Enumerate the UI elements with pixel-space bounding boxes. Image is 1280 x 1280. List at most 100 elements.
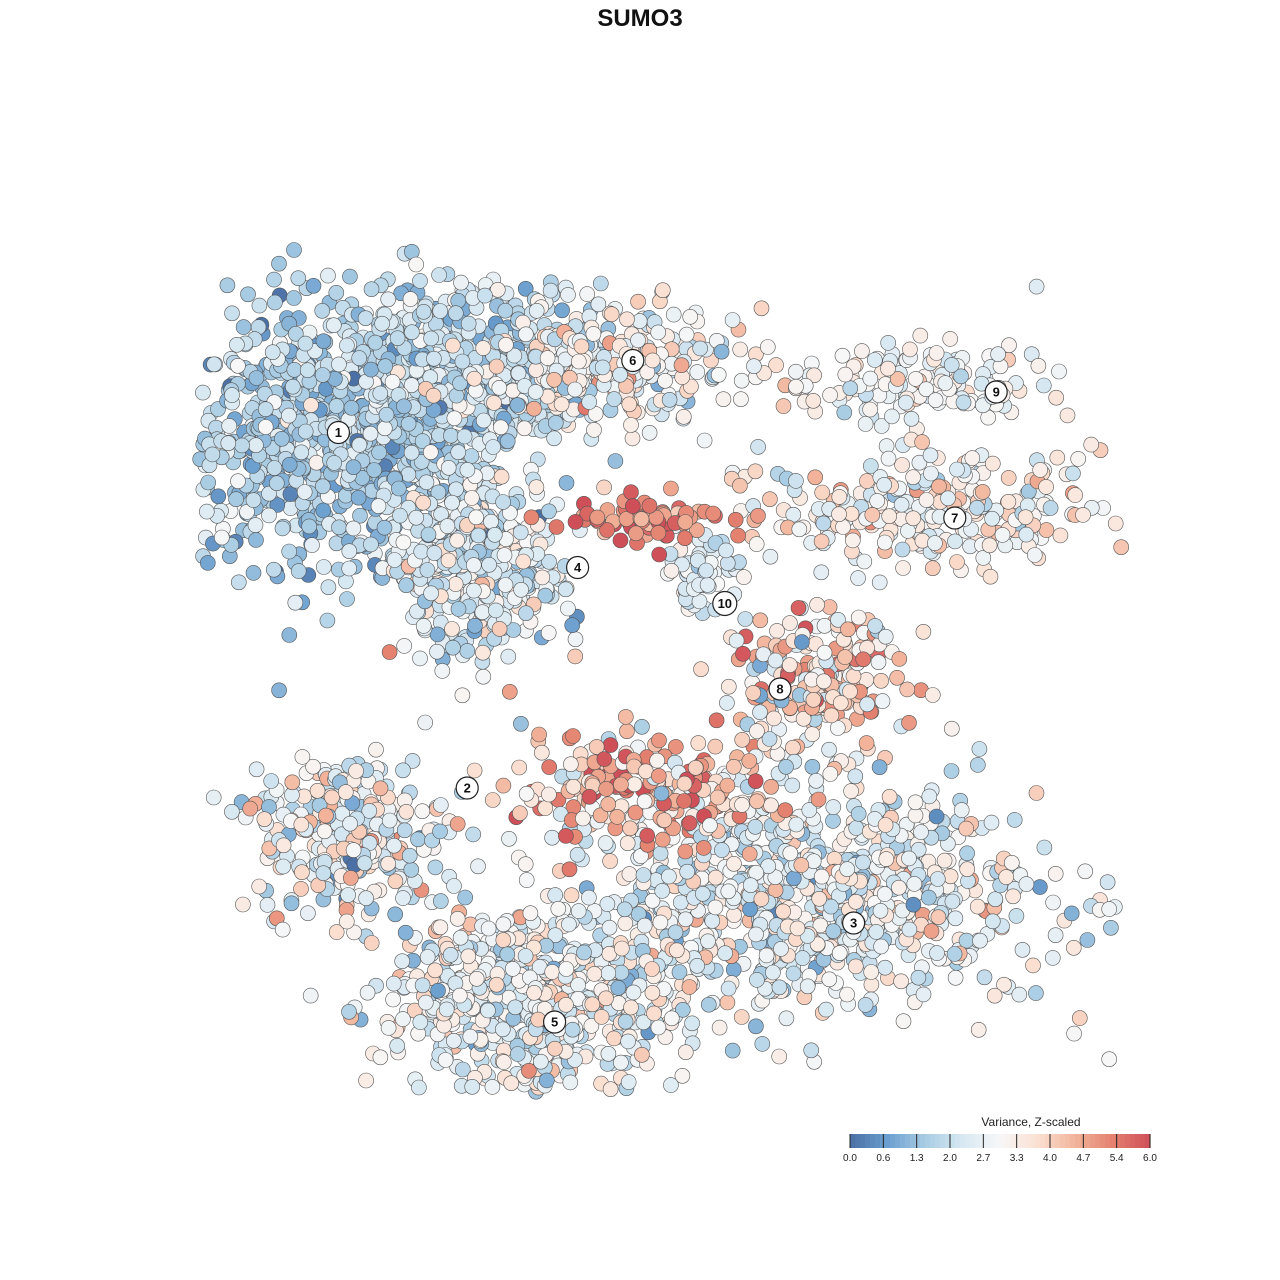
data-point	[880, 360, 896, 377]
data-point	[928, 345, 945, 361]
data-point	[613, 776, 629, 793]
data-point	[596, 479, 612, 496]
data-point	[711, 1019, 728, 1036]
data-point	[639, 827, 656, 844]
data-point	[565, 778, 582, 795]
data-point	[496, 547, 513, 563]
data-point	[923, 465, 939, 482]
data-point	[456, 428, 473, 445]
legend-color-step	[985, 1134, 991, 1148]
data-point	[570, 353, 587, 370]
data-point	[363, 536, 379, 553]
data-point	[741, 846, 758, 862]
data-point	[762, 491, 778, 508]
data-point	[512, 524, 529, 541]
data-point	[720, 980, 737, 997]
data-point	[625, 984, 642, 1001]
data-point	[677, 911, 694, 928]
data-point	[907, 794, 924, 811]
data-point	[613, 1054, 629, 1071]
data-point	[737, 611, 754, 627]
data-point	[338, 913, 355, 930]
legend-color-step	[875, 1134, 881, 1148]
data-point	[403, 444, 420, 461]
data-point	[314, 478, 331, 495]
data-point	[281, 543, 298, 560]
data-point	[905, 469, 921, 486]
data-point	[749, 723, 765, 739]
data-point	[788, 363, 804, 380]
data-point	[561, 861, 578, 878]
cluster-label-10: 10	[712, 590, 738, 617]
data-point	[251, 297, 268, 314]
data-point	[790, 600, 807, 616]
legend-color-step	[1135, 1134, 1141, 1148]
data-point	[986, 987, 1003, 1004]
data-point	[906, 876, 923, 892]
data-point	[567, 648, 584, 665]
data-point	[656, 812, 673, 829]
data-point	[969, 499, 985, 516]
data-point	[376, 519, 393, 536]
data-point	[704, 913, 721, 929]
data-point	[855, 651, 872, 668]
data-point	[813, 868, 830, 885]
data-point	[326, 455, 343, 471]
data-point	[359, 984, 376, 1001]
data-point	[707, 869, 724, 886]
data-point	[459, 643, 476, 659]
data-point	[328, 284, 345, 301]
data-point	[501, 683, 518, 700]
data-point	[1036, 377, 1052, 394]
data-point	[816, 617, 833, 634]
data-point	[891, 879, 907, 896]
data-point	[982, 568, 999, 585]
data-point	[763, 797, 779, 814]
data-point	[345, 520, 362, 537]
data-point	[842, 380, 859, 397]
legend-tick-label: 0.6	[876, 1153, 890, 1164]
data-point	[728, 632, 745, 649]
data-point	[412, 650, 428, 667]
data-point	[974, 484, 991, 500]
data-point	[430, 982, 446, 999]
data-point	[558, 828, 574, 844]
data-point	[987, 891, 1004, 908]
data-point	[418, 474, 435, 491]
data-point	[856, 553, 873, 570]
data-point	[725, 758, 742, 775]
data-point	[969, 898, 986, 915]
data-point	[547, 1040, 563, 1057]
data-point	[450, 601, 467, 617]
data-point	[497, 302, 514, 319]
data-point	[612, 366, 628, 383]
data-point	[663, 562, 680, 579]
data-point	[661, 868, 677, 885]
legend-color-step	[980, 1134, 986, 1148]
legend-color-step	[1060, 1134, 1066, 1148]
data-point	[1030, 357, 1047, 374]
data-point	[836, 404, 853, 421]
data-point	[788, 816, 805, 833]
data-point	[624, 430, 641, 447]
data-point	[804, 758, 821, 775]
data-point	[947, 969, 964, 986]
data-point	[748, 536, 765, 552]
data-point	[553, 396, 570, 413]
data-point	[805, 691, 822, 708]
legend-color-step	[925, 1134, 931, 1148]
data-point	[483, 513, 499, 530]
data-point	[733, 1009, 750, 1025]
data-point	[372, 1049, 389, 1066]
data-point	[946, 946, 963, 962]
legend-tick-label: 5.4	[1110, 1153, 1124, 1164]
data-point	[681, 815, 698, 831]
data-point	[651, 732, 667, 749]
legend-color-step	[920, 1134, 926, 1148]
data-point	[448, 481, 464, 498]
data-point	[281, 407, 297, 424]
data-point	[762, 548, 779, 565]
legend-tick-label: 0.0	[843, 1153, 857, 1164]
data-point	[268, 475, 285, 492]
data-point	[463, 490, 480, 506]
